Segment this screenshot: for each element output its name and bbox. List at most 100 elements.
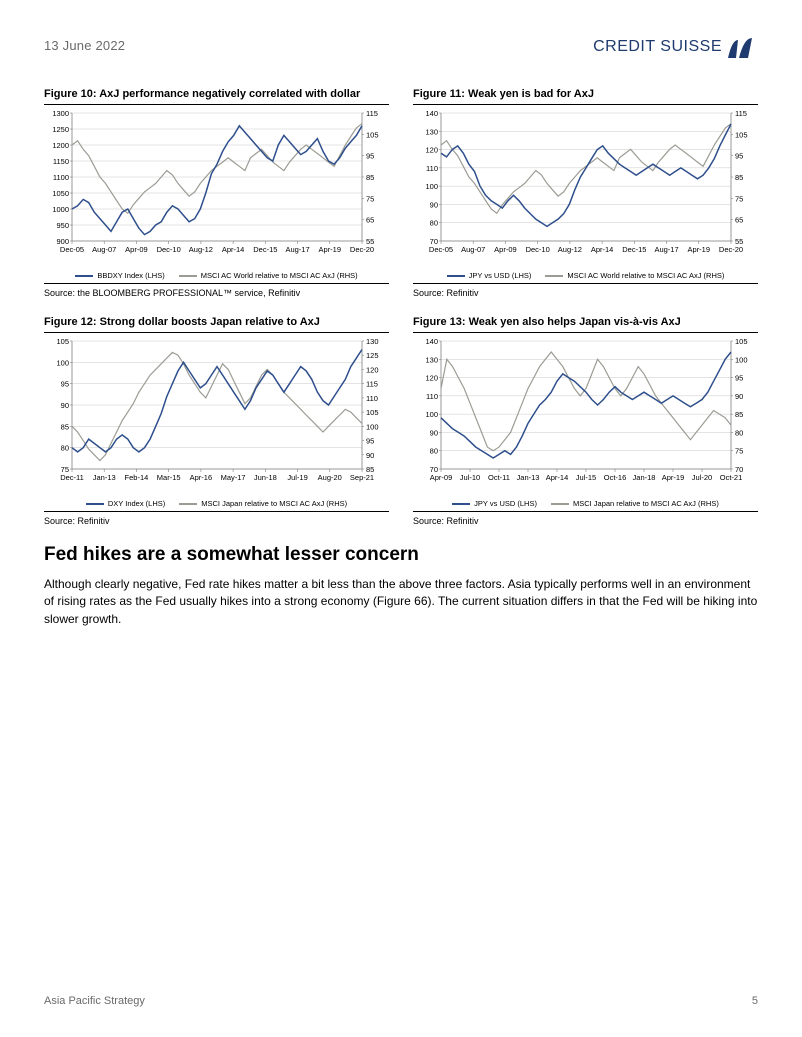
svg-text:Dec-05: Dec-05 [429, 245, 453, 254]
svg-text:90: 90 [430, 200, 438, 209]
svg-text:95: 95 [735, 374, 743, 383]
legend-item: BBDXY Index (LHS) [75, 271, 164, 280]
svg-text:100: 100 [425, 182, 438, 191]
svg-text:110: 110 [426, 164, 438, 173]
svg-text:75: 75 [735, 194, 743, 203]
figure-title: Figure 10: AxJ performance negatively co… [44, 88, 389, 105]
legend-label: MSCI Japan relative to MSCI AC AxJ (RHS) [201, 499, 347, 508]
svg-text:Dec-15: Dec-15 [253, 245, 277, 254]
svg-text:1050: 1050 [52, 189, 69, 198]
brand-logo: CREDIT SUISSE [593, 38, 758, 60]
svg-text:75: 75 [366, 194, 374, 203]
legend-item: MSCI Japan relative to MSCI AC AxJ (RHS) [179, 499, 347, 508]
svg-text:1100: 1100 [53, 173, 69, 182]
svg-text:Jun-18: Jun-18 [254, 473, 277, 482]
legend-swatch [545, 275, 563, 277]
svg-text:65: 65 [366, 216, 374, 225]
svg-text:120: 120 [366, 365, 379, 374]
svg-text:90: 90 [430, 428, 438, 437]
svg-text:Jan-13: Jan-13 [517, 473, 540, 482]
svg-text:Apr-14: Apr-14 [222, 245, 245, 254]
svg-text:100: 100 [56, 358, 69, 367]
svg-text:105: 105 [366, 130, 379, 139]
svg-text:Jan-18: Jan-18 [633, 473, 656, 482]
svg-text:120: 120 [425, 146, 438, 155]
svg-text:115: 115 [735, 109, 747, 118]
legend-label: BBDXY Index (LHS) [97, 271, 164, 280]
chart-container: 9009501000105011001150120012501300556575… [44, 109, 389, 284]
chart-legend: DXY Index (LHS)MSCI Japan relative to MS… [44, 497, 389, 509]
legend-swatch [452, 503, 470, 505]
svg-text:120: 120 [425, 374, 438, 383]
legend-item: MSCI AC World relative to MSCI AC AxJ (R… [545, 271, 724, 280]
svg-text:1000: 1000 [52, 205, 69, 214]
svg-text:90: 90 [735, 392, 743, 401]
legend-swatch [86, 503, 104, 505]
charts-grid: Figure 10: AxJ performance negatively co… [44, 88, 758, 526]
svg-text:1150: 1150 [53, 157, 69, 166]
svg-text:Jul-20: Jul-20 [692, 473, 712, 482]
svg-text:1200: 1200 [52, 141, 69, 150]
svg-text:Oct-16: Oct-16 [604, 473, 627, 482]
svg-text:Aug-12: Aug-12 [558, 245, 582, 254]
legend-swatch [447, 275, 465, 277]
chart-svg: 7580859095100105859095100105110115120125… [44, 337, 389, 497]
legend-label: MSCI AC World relative to MSCI AC AxJ (R… [567, 271, 724, 280]
svg-text:100: 100 [366, 422, 379, 431]
svg-text:Apr-09: Apr-09 [494, 245, 517, 254]
legend-swatch [75, 275, 93, 277]
svg-text:Apr-19: Apr-19 [662, 473, 685, 482]
figure-title: Figure 12: Strong dollar boosts Japan re… [44, 316, 389, 333]
svg-text:90: 90 [366, 451, 374, 460]
svg-text:Aug-07: Aug-07 [92, 245, 116, 254]
svg-text:Oct-21: Oct-21 [720, 473, 743, 482]
section-heading: Fed hikes are a somewhat lesser concern [44, 544, 758, 566]
svg-text:80: 80 [430, 219, 438, 228]
legend-label: MSCI AC World relative to MSCI AC AxJ (R… [201, 271, 358, 280]
svg-text:140: 140 [425, 337, 438, 346]
svg-text:Dec-10: Dec-10 [157, 245, 181, 254]
svg-text:85: 85 [366, 173, 374, 182]
chart-legend: BBDXY Index (LHS) MSCI AC World relative … [44, 269, 389, 281]
page-header: 13 June 2022 CREDIT SUISSE [44, 38, 758, 60]
svg-text:Apr-16: Apr-16 [190, 473, 213, 482]
legend-item: MSCI AC World relative to MSCI AC AxJ (R… [179, 271, 358, 280]
svg-text:Oct-11: Oct-11 [488, 473, 510, 482]
svg-text:125: 125 [366, 351, 379, 360]
sails-icon [726, 38, 758, 60]
svg-text:95: 95 [366, 152, 374, 161]
svg-text:Aug-07: Aug-07 [461, 245, 485, 254]
svg-text:110: 110 [366, 394, 378, 403]
svg-text:75: 75 [735, 447, 743, 456]
chart-container: 708090100110120130140707580859095100105A… [413, 337, 758, 512]
svg-text:90: 90 [61, 401, 69, 410]
footer-page-number: 5 [752, 995, 758, 1007]
legend-swatch [179, 275, 197, 277]
legend-label: JPY vs USD (LHS) [474, 499, 537, 508]
svg-text:100: 100 [735, 355, 748, 364]
svg-text:130: 130 [425, 355, 438, 364]
svg-text:1250: 1250 [52, 125, 69, 134]
svg-text:Aug-20: Aug-20 [318, 473, 342, 482]
legend-item: JPY vs USD (LHS) [452, 499, 537, 508]
svg-text:115: 115 [366, 109, 378, 118]
chart-source: Source: Refinitiv [44, 516, 389, 526]
svg-text:Jul-19: Jul-19 [287, 473, 307, 482]
svg-text:Sep-21: Sep-21 [350, 473, 374, 482]
svg-text:Apr-09: Apr-09 [430, 473, 453, 482]
figure-11: Figure 11: Weak yen is bad for AxJ 70809… [413, 88, 758, 298]
svg-text:85: 85 [735, 410, 743, 419]
chart-container: 7580859095100105859095100105110115120125… [44, 337, 389, 512]
svg-text:105: 105 [366, 408, 379, 417]
svg-text:80: 80 [61, 444, 69, 453]
svg-text:95: 95 [735, 152, 743, 161]
svg-text:Dec-20: Dec-20 [719, 245, 743, 254]
svg-text:Aug-17: Aug-17 [654, 245, 678, 254]
svg-text:Dec-20: Dec-20 [350, 245, 374, 254]
svg-text:105: 105 [735, 337, 748, 346]
svg-text:105: 105 [735, 130, 748, 139]
figure-title: Figure 13: Weak yen also helps Japan vis… [413, 316, 758, 333]
svg-text:80: 80 [735, 428, 743, 437]
svg-text:140: 140 [425, 109, 438, 118]
svg-text:85: 85 [735, 173, 743, 182]
